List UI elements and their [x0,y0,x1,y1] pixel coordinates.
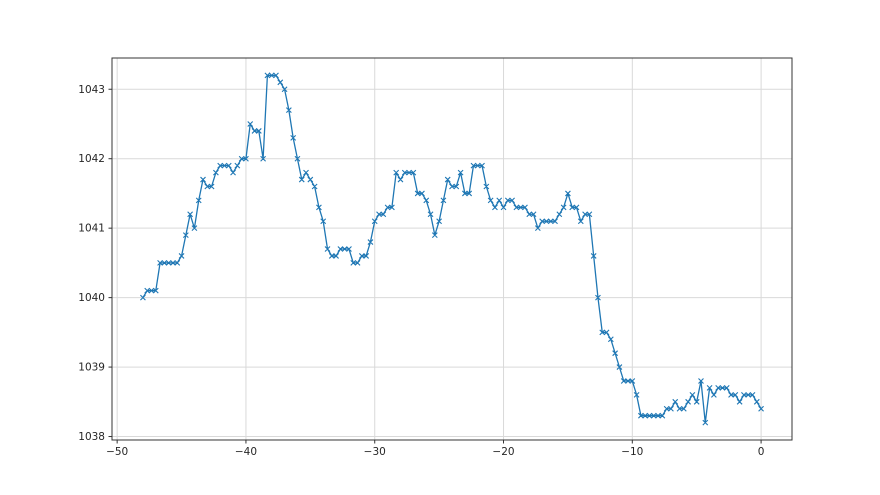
x-tick-label: −30 [364,446,386,458]
y-tick-label: 1042 [78,153,105,165]
y-tick-label: 1041 [78,223,105,235]
axes-spines [111,57,793,441]
data-point-markers [140,72,764,426]
y-tick-label: 1043 [78,84,105,96]
x-tick-label: 0 [758,446,765,458]
x-tick-label: −10 [621,446,643,458]
x-tick-label: −40 [235,446,257,458]
x-tick-label: −50 [106,446,128,458]
y-tick-label: 1038 [78,431,105,443]
y-tick-label: 1039 [78,362,105,374]
y-tick-label: 1040 [78,292,105,304]
data-series-line [142,74,762,424]
x-tick-label: −20 [492,446,514,458]
